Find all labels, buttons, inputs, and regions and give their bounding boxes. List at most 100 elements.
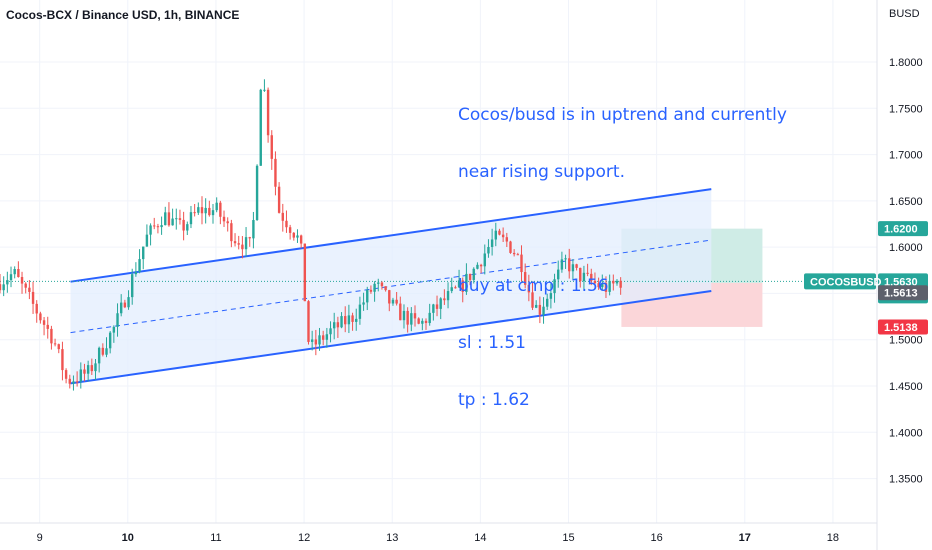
candle-up: [457, 280, 461, 288]
candle-down: [20, 277, 24, 284]
candle-up: [340, 316, 343, 328]
candle-down: [31, 291, 35, 304]
candle-up: [138, 259, 141, 272]
candle-down: [395, 299, 398, 304]
candle-down: [241, 244, 244, 250]
candle-up: [571, 264, 575, 272]
candle-up: [149, 225, 152, 235]
candle-down: [50, 328, 53, 344]
candle-up: [582, 272, 586, 282]
candle-up: [439, 298, 442, 309]
candle-down: [303, 243, 307, 302]
y-tick-label: 1.7000: [889, 150, 923, 162]
candle-down: [193, 212, 196, 214]
candle-up: [79, 369, 82, 382]
candle-up: [402, 310, 406, 321]
candle-down: [226, 221, 229, 224]
candle-up: [112, 326, 116, 333]
candle-up: [608, 280, 611, 292]
trade-note: Cocos/busd is in uptrend and currently n…: [458, 68, 787, 429]
candle-down: [57, 344, 60, 350]
candle-down: [39, 313, 42, 321]
candle-up: [494, 230, 497, 240]
candle-up: [164, 212, 167, 226]
candle-down: [46, 324, 49, 329]
candle-down: [178, 218, 182, 220]
candle-down: [516, 254, 520, 256]
candle-up: [160, 225, 163, 228]
y-tick-label: 1.6000: [889, 242, 923, 254]
candle-up: [615, 280, 619, 284]
candle-down: [531, 292, 534, 308]
candle-up: [134, 271, 138, 275]
candle-down: [388, 290, 391, 304]
candle-up: [259, 89, 262, 166]
candle-down: [167, 212, 171, 226]
x-tick-label: 16: [651, 532, 663, 544]
candle-down: [123, 302, 127, 308]
channel-upper-line: [70, 188, 712, 283]
candle-down: [61, 349, 64, 371]
candle-down: [593, 280, 597, 284]
candle-down: [314, 339, 318, 345]
take-profit-tag: 1.6200: [884, 224, 918, 236]
candle-up: [553, 279, 556, 294]
candle-down: [512, 252, 516, 255]
time-axis: 9 10 11 12 13 14 15 16 17 18: [37, 532, 839, 544]
candle-down: [266, 89, 270, 136]
y-tick-label: 1.4000: [889, 427, 923, 439]
candle-down: [156, 226, 160, 228]
candle-down: [575, 264, 578, 268]
candle-up: [244, 237, 248, 250]
candle-up: [97, 347, 101, 364]
candle-up: [127, 297, 130, 308]
candle-up: [318, 335, 321, 345]
candle-up: [366, 289, 369, 303]
candle-down: [538, 304, 542, 315]
x-tick-label: 13: [386, 532, 398, 544]
candle-down: [24, 283, 27, 288]
candle-down: [182, 219, 185, 231]
candle-up: [142, 246, 145, 260]
candle-down: [83, 369, 86, 374]
candle-down: [42, 320, 46, 325]
candle-down: [90, 365, 94, 372]
candle-up: [86, 365, 90, 374]
candle-up: [189, 212, 193, 225]
candle-up: [472, 268, 475, 280]
candle-down: [568, 258, 571, 272]
entry-tag-bg: [878, 285, 928, 301]
candle-up: [204, 207, 207, 214]
candle-up: [296, 235, 299, 238]
candle-up: [131, 274, 134, 298]
candle-down: [380, 282, 384, 287]
candle-up: [215, 202, 218, 211]
candle-down: [424, 320, 428, 324]
note-line: [458, 220, 787, 239]
stop-loss-tag-bg: [878, 319, 928, 335]
candle-down: [604, 283, 608, 292]
candle-up: [432, 304, 435, 313]
candle-down: [53, 343, 57, 345]
candle-down: [336, 322, 340, 328]
candle-down: [479, 264, 483, 267]
candle-up: [450, 287, 453, 292]
candle-up: [490, 239, 494, 247]
symbol-badge: COCOSBUSD: [810, 276, 882, 288]
candle-up: [347, 315, 351, 325]
x-tick-label: 12: [298, 532, 310, 544]
note-line: Cocos/busd is in uptrend and currently: [458, 105, 787, 125]
stop-loss-tag: 1.5138: [884, 322, 918, 334]
channel-fill: [70, 189, 712, 384]
candle-up: [391, 299, 395, 304]
candle-up: [483, 253, 486, 267]
y-tick-label: 1.5000: [889, 335, 923, 347]
candle-down: [498, 230, 501, 235]
x-tick-label: 17: [739, 532, 751, 544]
candle-up: [601, 283, 604, 288]
candle-up: [116, 313, 119, 327]
candle-down: [509, 241, 512, 253]
candle-up: [186, 224, 189, 231]
